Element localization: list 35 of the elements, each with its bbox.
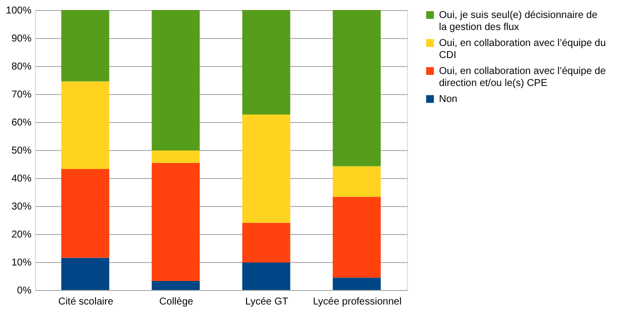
bar [332, 278, 381, 290]
bar [332, 166, 381, 197]
y-tick-label: 0% [17, 286, 32, 296]
legend-label: Non [439, 94, 458, 105]
legend-label: Oui, en collaboration avec l’équipe de direction et/ou le(s) CPE [439, 66, 606, 89]
y-tick-label: 10% [11, 258, 32, 268]
y-tick-label: 80% [11, 62, 32, 72]
bar [152, 281, 200, 290]
bar [152, 162, 200, 282]
y-tick-label: 60% [11, 118, 32, 128]
legend-label: Oui, je suis seul(e) décisionnaire de la gestion des flux [439, 10, 598, 33]
bar [242, 10, 290, 114]
x-tick-label: Lycée GT [245, 296, 288, 308]
bar [61, 258, 110, 290]
bar [332, 10, 381, 166]
y-tick-label: 100% [6, 6, 32, 16]
x-tick-label: Cité scolaire [58, 296, 114, 308]
y-tick-label: 30% [11, 202, 32, 212]
bar [332, 196, 381, 278]
bar [242, 222, 290, 263]
bar [152, 150, 200, 163]
legend-label: Oui, en collaboration avec l’équipe du CDI [439, 38, 606, 61]
y-tick-label: 40% [11, 174, 32, 184]
bar [61, 169, 110, 258]
y-tick-label: 20% [11, 230, 32, 240]
y-tick-label: 70% [11, 90, 32, 100]
bar [61, 10, 110, 82]
bar [242, 262, 290, 290]
y-tick-label: 50% [11, 146, 32, 156]
y-tick-label: 90% [11, 34, 32, 44]
x-tick-label: Collège [159, 296, 194, 308]
x-tick-label: Lycée professionnel [312, 296, 402, 308]
bar [242, 114, 290, 223]
bar [61, 81, 110, 170]
bar [152, 10, 200, 151]
